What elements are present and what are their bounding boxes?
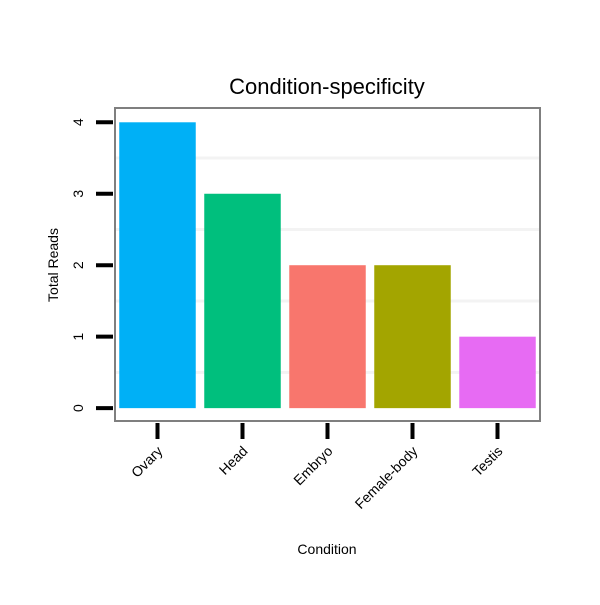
bar-female-body (374, 265, 451, 409)
chart-title: Condition-specificity (229, 74, 425, 99)
x-tick-label: Testis (469, 443, 506, 480)
bar-embryo (289, 265, 366, 409)
y-tick-label: 4 (70, 118, 86, 126)
bar-ovary (119, 122, 196, 409)
bar-head (204, 193, 281, 409)
y-tick-label: 3 (70, 190, 86, 198)
x-tick-label: Female-body (352, 443, 421, 512)
x-axis-label: Condition (297, 541, 356, 557)
y-tick-label: 2 (70, 261, 86, 269)
x-tick-label: Head (216, 443, 251, 478)
bar-testis (459, 336, 536, 409)
x-tick-label: Ovary (128, 443, 166, 481)
y-tick-label: 0 (70, 404, 86, 412)
x-tick-label: Embryo (290, 443, 336, 489)
y-tick-label: 1 (70, 333, 86, 341)
y-axis-label: Total Reads (45, 228, 61, 302)
